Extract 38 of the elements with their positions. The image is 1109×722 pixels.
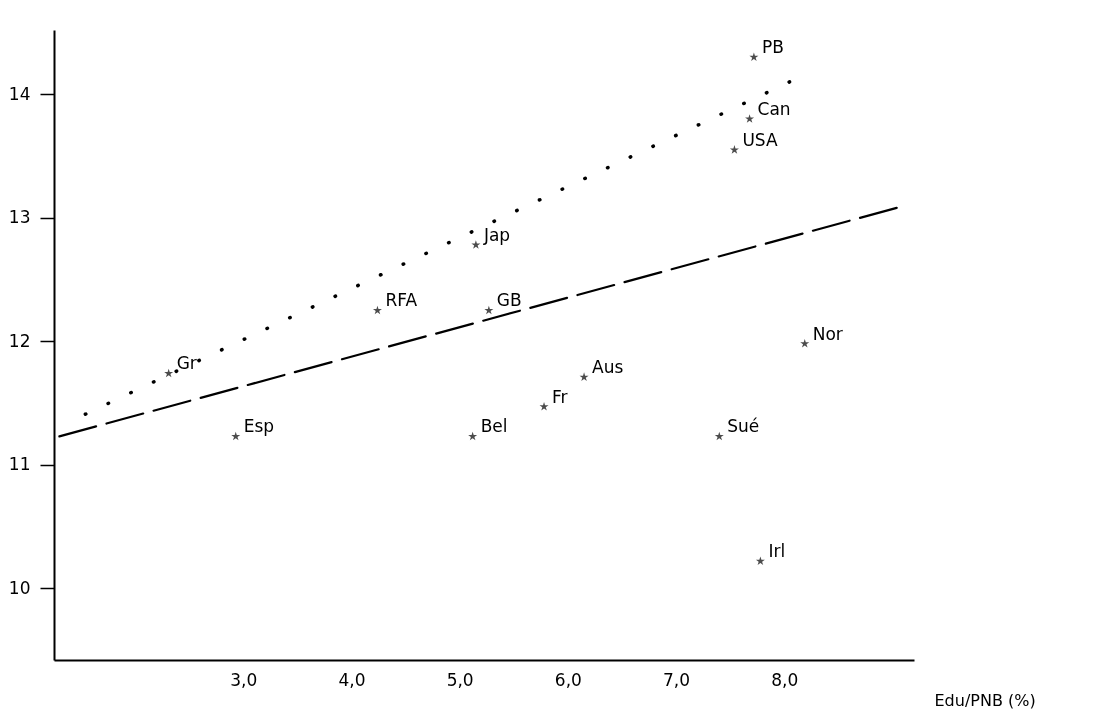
y-tick-label: 11 xyxy=(8,454,31,475)
x-tick-label: 6,0 xyxy=(554,669,582,690)
x-tick-label: 3,0 xyxy=(230,669,258,690)
annotation: PB xyxy=(761,37,784,58)
annotation: Jap xyxy=(482,224,511,245)
x-tick-label: 5,0 xyxy=(446,669,474,690)
x-axis-title: Edu/PNB (%) xyxy=(934,690,1036,710)
point xyxy=(714,431,724,441)
point xyxy=(231,431,241,441)
point xyxy=(755,556,765,566)
annotation: Esp xyxy=(243,416,275,437)
y-tick-label: 10 xyxy=(8,577,31,598)
point xyxy=(749,52,759,62)
point xyxy=(471,240,481,249)
annotation: Fr xyxy=(552,386,568,407)
point xyxy=(468,431,478,441)
annotation: Sué xyxy=(727,416,760,437)
y-tick-label: 14 xyxy=(8,83,31,104)
annotation: RFA xyxy=(385,290,418,311)
annotation: Bel xyxy=(480,416,508,437)
point xyxy=(372,305,382,315)
annotation: Gr xyxy=(176,353,197,374)
point xyxy=(729,145,739,154)
annotation: Nor xyxy=(812,323,843,344)
point xyxy=(484,305,494,315)
annotation: USA xyxy=(742,129,778,150)
point xyxy=(539,402,549,411)
x-tick-label: 4,0 xyxy=(338,669,366,690)
annotation: Aus xyxy=(592,357,624,378)
annotation: GB xyxy=(496,290,522,311)
y-tick-label: 13 xyxy=(8,207,31,228)
x-tick-label: 7,0 xyxy=(662,669,691,690)
point xyxy=(164,368,174,378)
point xyxy=(800,339,810,348)
y-tick-label: 12 xyxy=(8,330,31,351)
annotation: Can xyxy=(757,98,791,119)
annotation: Irl xyxy=(768,541,786,562)
x-tick-label: 8,0 xyxy=(771,669,799,690)
